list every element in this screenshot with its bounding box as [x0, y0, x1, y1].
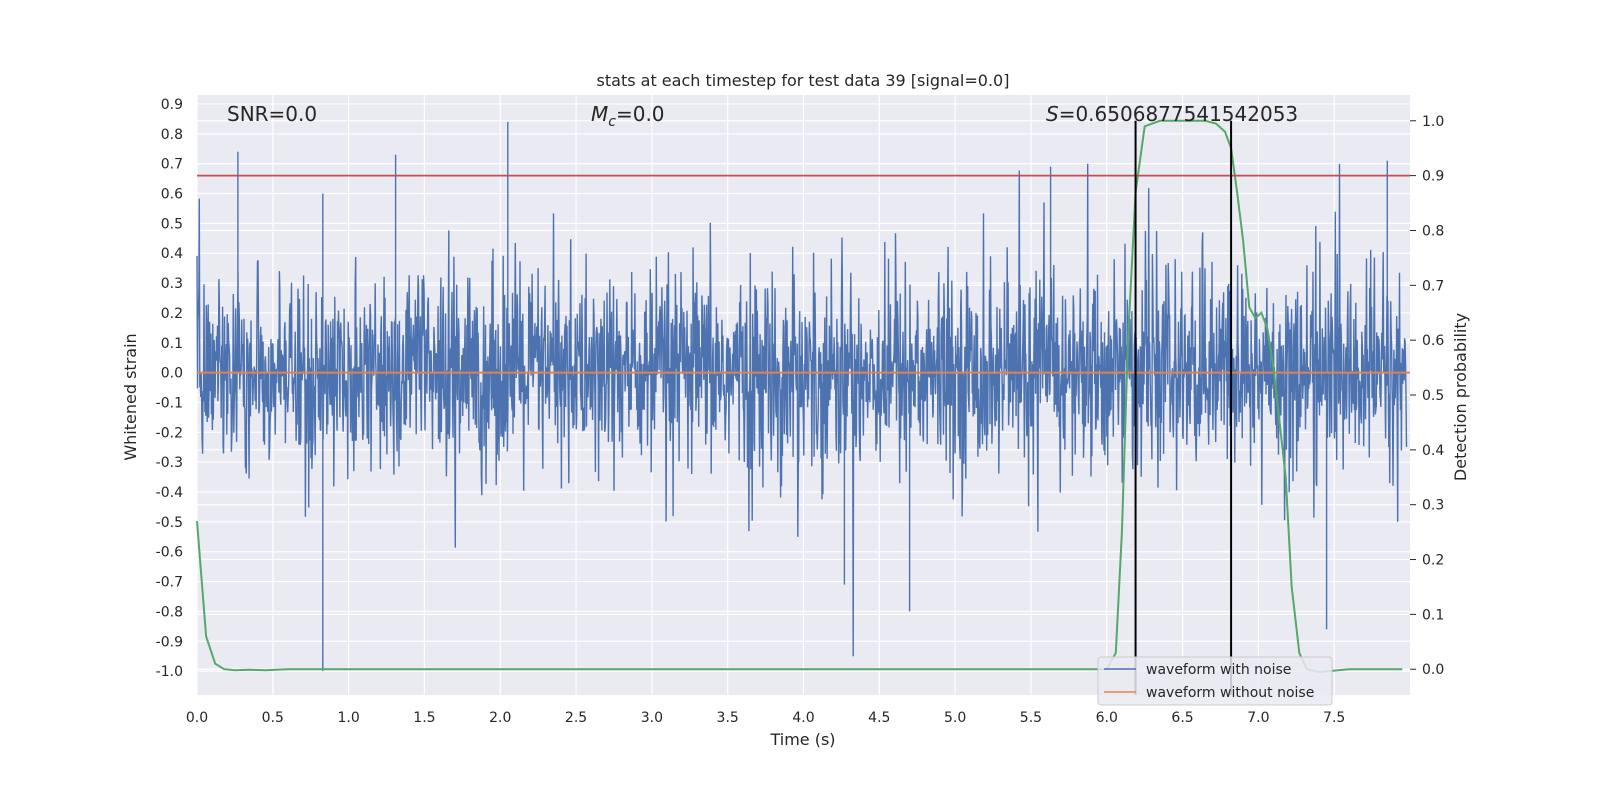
- y-right-tick-label: 0.9: [1422, 169, 1444, 185]
- x-tick-label: 3.5: [717, 710, 739, 726]
- y-left-tick-label: 0.6: [161, 187, 183, 203]
- y-right-tick-label: 0.1: [1422, 607, 1444, 623]
- y-left-tick-label: 0.8: [161, 127, 183, 143]
- s-value: =0.6506877541542053: [1059, 102, 1298, 126]
- y-left-tick-label: -0.7: [156, 575, 183, 591]
- y-left-tick-label: 0.0: [161, 366, 183, 382]
- y-left-tick-label: 0.3: [161, 276, 183, 292]
- x-tick-label: 5.5: [1020, 710, 1042, 726]
- y-axis-left-ticks: 0.9 0.8 0.7 0.6 0.5 0.4 0.3 0.2 0.1 0.0 -0.1 -0.2 -0…: [156, 97, 183, 680]
- y-left-tick-label: -1.0: [156, 664, 183, 680]
- x-tick-label: 4.5: [868, 710, 890, 726]
- x-tick-label: 4.0: [792, 710, 814, 726]
- y-left-tick-label: -0.9: [156, 634, 183, 650]
- y-left-tick-label: -0.6: [156, 545, 183, 561]
- y-left-tick-label: -0.5: [156, 515, 183, 531]
- x-tick-label: 2.5: [565, 710, 587, 726]
- y-left-tick-label: -0.4: [156, 485, 183, 501]
- mc-subscript: c: [608, 114, 616, 130]
- vertical-markers: [1134, 120, 1233, 695]
- y-right-tick-label: 0.0: [1422, 662, 1444, 678]
- y-axis-right-label: Detection probability: [1451, 313, 1470, 481]
- y-right-tick-label: 1.0: [1422, 114, 1444, 130]
- y-right-tick-label: 0.3: [1422, 498, 1444, 514]
- x-tick-label: 7.0: [1247, 710, 1269, 726]
- chart-title: stats at each timestep for test data 39 …: [597, 71, 1010, 90]
- x-tick-label: 7.5: [1323, 710, 1345, 726]
- legend: waveform with noise waveform without noi…: [1097, 656, 1333, 706]
- y-left-tick-label: -0.2: [156, 425, 183, 441]
- mc-value: =0.0: [616, 102, 665, 126]
- chirp-mass-annotation: Mc=0.0: [591, 102, 665, 130]
- series-detection-probability: [196, 119, 1403, 674]
- x-tick-label: 3.0: [641, 710, 663, 726]
- y-right-tick-label: 0.7: [1422, 278, 1444, 294]
- noise-line: [196, 121, 1408, 672]
- score-annotation: S=0.6506877541542053: [1046, 102, 1298, 126]
- y-right-tick-label: 0.5: [1422, 388, 1444, 404]
- legend-label-without-noise: waveform without noise: [1146, 685, 1314, 701]
- x-tick-label: 6.5: [1171, 710, 1193, 726]
- x-tick-label: 0.5: [262, 710, 284, 726]
- x-tick-label: 2.0: [489, 710, 511, 726]
- x-tick-label: 5.0: [944, 710, 966, 726]
- y-left-tick-label: 0.7: [161, 157, 183, 173]
- y-left-tick-label: 0.2: [161, 306, 183, 322]
- x-axis-label: Time (s): [769, 730, 835, 749]
- legend-label-with-noise: waveform with noise: [1146, 662, 1291, 678]
- x-tick-label: 6.0: [1096, 710, 1118, 726]
- y-left-tick-label: 0.4: [161, 246, 183, 262]
- y-left-tick-label: -0.1: [156, 395, 183, 411]
- y-right-tick-label: 0.6: [1422, 333, 1444, 349]
- y-right-tick-label: 0.2: [1422, 553, 1444, 569]
- y-axis-left-label: Whitened strain: [121, 333, 140, 460]
- x-tick-label: 0.0: [186, 710, 208, 726]
- y-left-tick-label: -0.3: [156, 455, 183, 471]
- y-right-tick-label: 0.8: [1422, 223, 1444, 239]
- y-left-tick-label: -0.8: [156, 604, 183, 620]
- x-axis-ticks: 0.0 0.5 1.0 1.5 2.0 2.5 3.0 3.5 4.0 4.5 5.0 5.5 6.0 6…: [186, 710, 1345, 726]
- y-left-tick-label: 0.5: [161, 216, 183, 232]
- snr-annotation: SNR=0.0: [227, 102, 317, 126]
- s-symbol: S: [1046, 102, 1059, 126]
- series-waveform-with-noise: [196, 121, 1408, 672]
- x-tick-label: 1.0: [337, 710, 359, 726]
- y-right-tick-label: 0.4: [1422, 443, 1444, 459]
- mc-symbol: M: [591, 102, 608, 126]
- x-tick-label: 1.5: [413, 710, 435, 726]
- y-axis-right-ticks: 1.0 0.9 0.8 0.7 0.6 0.5 0.4 0.3 0.2 0.1 0.0: [1410, 114, 1444, 678]
- probability-line: [196, 119, 1403, 674]
- y-left-tick-label: 0.1: [161, 336, 183, 352]
- y-left-tick-label: 0.9: [161, 97, 183, 113]
- legend-box: [1097, 656, 1333, 706]
